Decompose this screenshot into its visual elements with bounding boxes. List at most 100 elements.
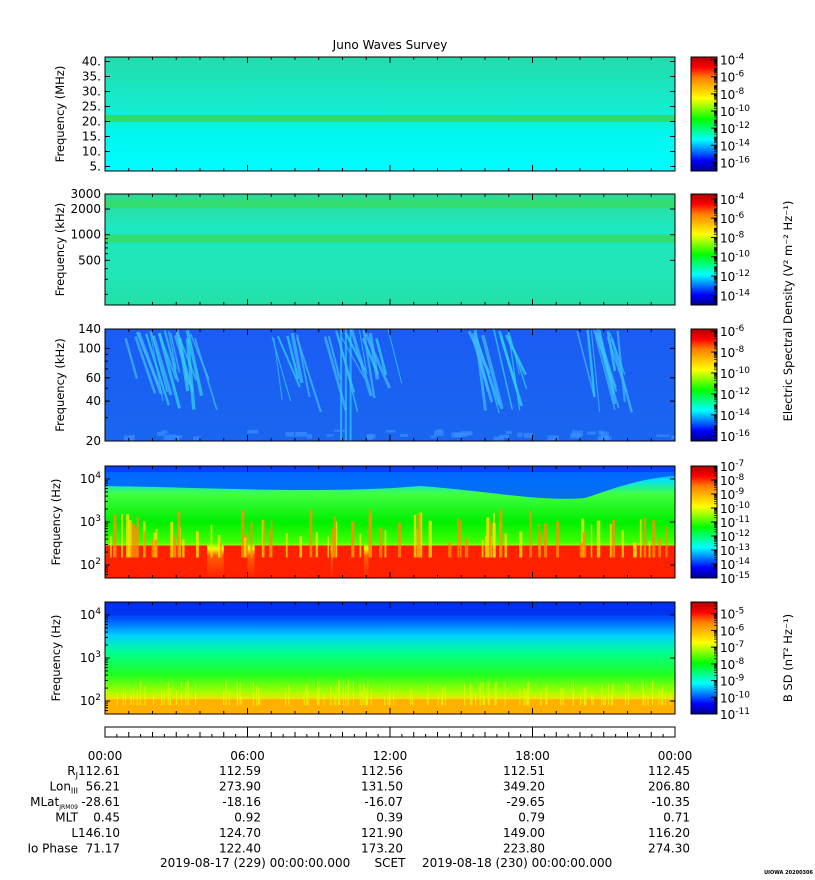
emission-spike <box>489 521 492 558</box>
emission-patch <box>517 432 523 437</box>
emission-patch <box>385 430 396 433</box>
colorbar-tick-label: 10-10 <box>720 250 750 265</box>
emission-spike <box>495 682 497 706</box>
emission-spike <box>583 687 585 706</box>
ephemeris-value: 206.80 <box>648 780 690 794</box>
ephemeris-value: -29.65 <box>506 795 545 809</box>
emission-burst <box>481 334 504 410</box>
emission-spike <box>504 681 506 706</box>
emission-spike <box>590 524 593 558</box>
emission-burst <box>586 329 596 397</box>
emission-spike <box>460 520 462 558</box>
emission-spike <box>538 523 540 558</box>
emission-spike <box>412 694 414 706</box>
emission-spike <box>417 513 421 558</box>
scet-start: 2019-08-17 (229) 00:00:00.000 <box>160 856 350 870</box>
emission-patch <box>129 435 135 438</box>
colorbar-tick-label: 10-4 <box>720 192 745 207</box>
emission-spike <box>352 680 355 706</box>
emission-patch <box>193 436 202 441</box>
colorbar-tick-label: 10-16 <box>720 155 750 170</box>
emission-burst <box>590 330 601 412</box>
emission-patch <box>436 429 443 432</box>
emission-patch <box>285 432 295 437</box>
spectrogram-panels: 5.10.15.20.25.30.35.40. Frequency (MHz) 50… <box>49 55 676 715</box>
ephemeris-label: MLatJRM09 <box>30 795 78 811</box>
figure-title: Juno Waves Survey <box>332 38 448 52</box>
emission-spike <box>228 690 230 706</box>
emission-patch <box>656 434 670 437</box>
emission-patch <box>157 431 165 436</box>
colorbar-scale <box>690 328 718 442</box>
emission-spike <box>488 691 490 706</box>
emission-burst <box>323 336 348 411</box>
emission-spike <box>210 524 213 558</box>
emission-spike <box>182 539 185 558</box>
ephemeris-value: -18.16 <box>222 795 261 809</box>
emission-spike <box>661 689 663 706</box>
colorbar-tick-label: 10-8 <box>720 657 745 672</box>
emission-spike <box>528 681 530 706</box>
emission-burst <box>594 331 620 409</box>
emission-spike <box>621 530 624 558</box>
time-label: 06:00 <box>230 749 265 763</box>
emission-spike <box>116 693 118 706</box>
emission-spike <box>363 684 365 706</box>
ephemeris-row: RJ 112.61 112.59 112.56 112.51 112.45 <box>67 764 690 780</box>
emission-spike <box>562 688 564 706</box>
time-label: 12:00 <box>373 749 408 763</box>
emission-spike <box>333 693 335 706</box>
magnetic-colorbar-title: B SD (nT² Hz⁻¹) <box>781 614 795 702</box>
emission-spike <box>393 691 395 706</box>
y-tick-label: 2000 <box>70 202 101 216</box>
emission-spike <box>252 681 254 706</box>
emission-spike <box>464 537 469 558</box>
emission-patch <box>163 434 176 441</box>
ephemeris-value: -10.35 <box>651 795 690 809</box>
y-tick-label: 103 <box>80 650 101 665</box>
spectrogram-panel-4: 102 103 104 Frequency (Hz) <box>49 465 676 579</box>
emission-burst <box>150 331 168 393</box>
emission-spike <box>607 684 610 706</box>
emission-spike <box>366 695 368 706</box>
emission-spike <box>384 529 387 558</box>
emission-spike <box>591 693 593 706</box>
ephemeris-row: MLatJRM09 -28.61 -18.16 -16.07 -29.65 -10.35 <box>30 795 690 811</box>
scet-line: 2019-08-17 (229) 00:00:00.000 SCET 2019-… <box>160 856 612 870</box>
ephemeris-value: 71.17 <box>86 842 120 856</box>
emission-spike <box>180 681 183 706</box>
colorbar-tick-label: 10-10 <box>720 366 750 381</box>
emission-spike <box>225 679 227 706</box>
emission-spike <box>428 520 432 558</box>
emission-burst <box>609 332 626 375</box>
emission-burst <box>151 335 173 396</box>
ephemeris-value: 0.92 <box>234 811 261 825</box>
emission-spike <box>387 696 389 706</box>
emission-spike <box>523 687 525 706</box>
emission-burst <box>504 334 528 376</box>
y-tick-label: 40 <box>86 394 101 408</box>
emission-spike <box>579 542 584 558</box>
colorbar-tick-label: 10-8 <box>720 87 745 102</box>
emission-spike <box>154 539 158 558</box>
emission-spike <box>195 531 199 558</box>
emission-spike <box>540 692 542 706</box>
colorbar-scale <box>690 601 718 715</box>
colorbar-3: 10-6 10-8 10-10 10-12 10-14 10-16 <box>690 324 750 444</box>
emission-spike <box>303 691 305 706</box>
emission-spike <box>144 686 146 706</box>
emission-spike <box>545 687 547 706</box>
spectrogram-panel-5: 102 103 104 Frequency (Hz) <box>49 601 676 715</box>
colorbar-tick-label: 10-10 <box>720 104 750 119</box>
ephemeris-value: 131.50 <box>361 780 403 794</box>
emission-patch <box>367 433 376 439</box>
colorbar-tick-label: 10-9 <box>720 487 745 502</box>
emission-spike <box>494 683 496 706</box>
emission-patch <box>570 433 582 439</box>
y-tick-label: 30. <box>82 85 101 99</box>
y-tick-label: 20. <box>82 115 101 129</box>
emission-spike <box>169 688 171 706</box>
emission-spike <box>126 514 130 558</box>
ephemeris-value: 112.61 <box>78 764 120 778</box>
